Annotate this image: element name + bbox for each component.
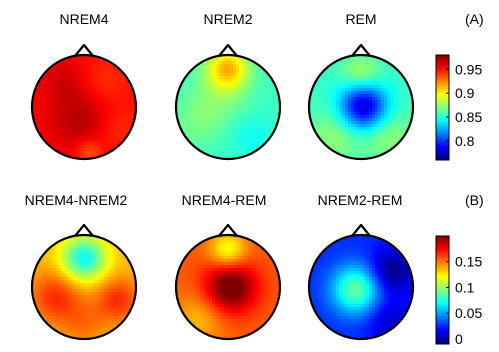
colorbar-a: 0.8 0.85 0.9 0.95 (435, 54, 482, 161)
nose-marker (74, 223, 94, 237)
panel-label-b: (B) (465, 192, 484, 208)
head-outline (30, 53, 138, 161)
colorbar-gradient-a (436, 55, 449, 160)
colorbar-gradient-b (436, 236, 449, 344)
nose-marker (218, 43, 238, 57)
map-title-nrem4-nrem2: NREM4-NREM2 (25, 192, 128, 208)
topomap-nrem4-rem: NREM4-REM (174, 192, 282, 341)
topomap-nrem4: NREM4 (30, 11, 138, 161)
panel-label-a: (A) (465, 11, 484, 27)
nose-marker (351, 43, 371, 57)
colorbar-b: 0 0.05 0.1 0.15 (435, 235, 482, 347)
colorbar-tick-label: 0.8 (455, 133, 475, 149)
colorbar-tick-label: 0.05 (455, 305, 482, 321)
head-outline (174, 233, 282, 341)
map-title-rem: REM (345, 11, 376, 27)
colorbar-tick-label: 0.85 (455, 109, 482, 125)
map-title-nrem2: NREM2 (203, 11, 252, 27)
map-title-nrem4: NREM4 (59, 11, 108, 27)
scalp-map-nrem4-nrem2 (30, 223, 138, 341)
topomap-nrem2: NREM2 (174, 11, 282, 161)
colorbar-frame-a (435, 54, 450, 161)
colorbar-tick-label: 0 (455, 331, 463, 347)
topomap-rem: REM (307, 11, 415, 161)
colorbar-frame-b (435, 235, 450, 345)
topomap-nrem4-nrem2: NREM4-NREM2 (25, 192, 138, 341)
scalp-map-nrem4-rem (174, 223, 282, 341)
colorbar-tick-label: 0.15 (455, 254, 482, 270)
colorbar-tick-label: 0.9 (455, 85, 475, 101)
head-outline (307, 233, 415, 341)
colorbar-ticks-b: 0 0.05 0.1 0.15 (446, 254, 482, 347)
nose-marker (351, 223, 371, 237)
scalp-field (309, 55, 413, 159)
head-outline (307, 53, 415, 161)
scalp-map-nrem2-rem (307, 223, 415, 341)
nose-marker (74, 43, 94, 57)
scalp-map-nrem4 (30, 43, 138, 161)
topomap-nrem2-rem: NREM2-REM (307, 192, 415, 341)
scalp-field (32, 55, 136, 159)
head-outline (30, 233, 138, 341)
colorbar-ticks-a: 0.8 0.85 0.9 0.95 (446, 61, 482, 149)
map-title-nrem4-rem: NREM4-REM (182, 192, 267, 208)
nose-marker (218, 223, 238, 237)
colorbar-tick-label: 0.1 (455, 279, 475, 295)
head-outline (174, 53, 282, 161)
panel-a: (A) NREM4 NREM2 REM 0.8 0.85 0.9 0.95 (30, 11, 484, 161)
scalp-map-rem (307, 43, 415, 161)
colorbar-tick-label: 0.95 (455, 61, 482, 77)
map-title-nrem2-rem: NREM2-REM (318, 192, 403, 208)
panel-b: (B) NREM4-NREM2 NREM4-REM NREM2-REM 0 0.0… (25, 192, 484, 347)
scalp-map-nrem2 (174, 43, 282, 161)
